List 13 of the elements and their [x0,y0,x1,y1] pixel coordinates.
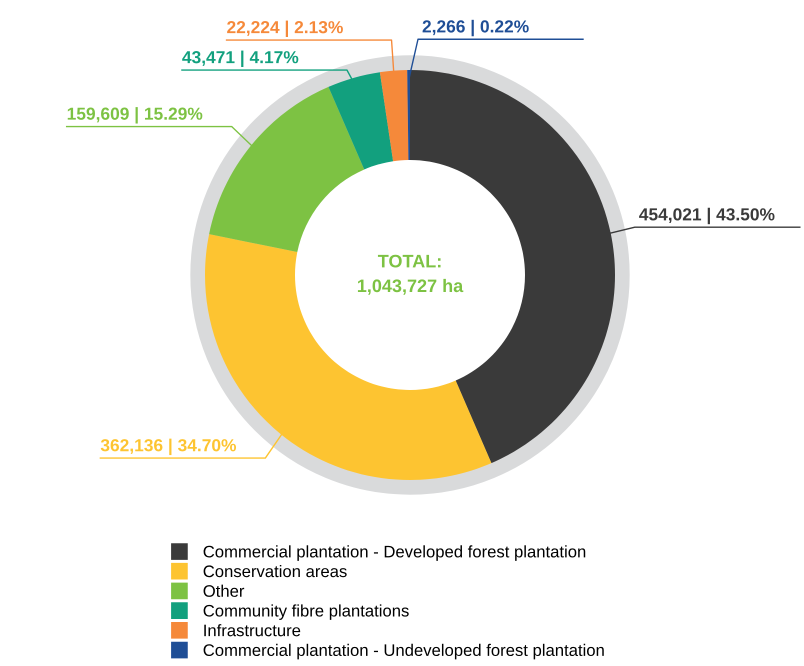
data-label: 362,136 | 34.70% [100,438,236,456]
data-label: 43,471 | 4.17% [182,50,298,68]
legend-label: Commercial plantation - Undeveloped forest plantation [204,644,604,660]
data-label: 159,609 | 15.29% [68,107,202,124]
data-label: 454,021 | 43.50% [639,208,775,224]
legend-label: Infrastructure [204,624,300,636]
text: TOTAL: 1,043,727 ha [358,254,464,295]
legend-label: Other [204,584,244,597]
data-label: 22,224 | 2.13% [227,20,343,38]
legend-label: Commercial plantation - Developed forest plantation [204,545,586,561]
legend-label: Conservation areas [204,564,347,578]
legend-label: Community fibre plantations [204,604,409,620]
data-label: 2,266 | 0.22% [422,20,529,36]
